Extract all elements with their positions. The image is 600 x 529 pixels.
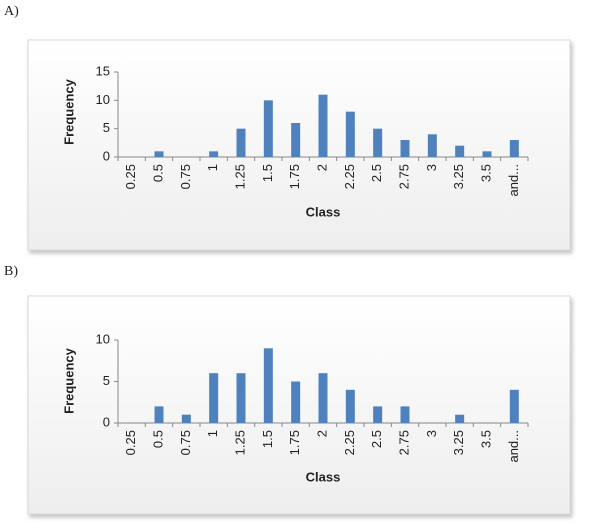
bar bbox=[154, 151, 164, 157]
bar bbox=[345, 389, 355, 423]
y-tick-label: 5 bbox=[103, 373, 110, 388]
panel-label: B) bbox=[4, 264, 18, 279]
y-tick-label: 0 bbox=[103, 414, 110, 429]
bar bbox=[345, 111, 355, 157]
bar bbox=[455, 145, 465, 157]
bar bbox=[291, 381, 301, 423]
y-axis-title: Frequency bbox=[61, 78, 76, 145]
bar bbox=[482, 151, 492, 157]
panel-label: A) bbox=[4, 4, 19, 19]
bar bbox=[263, 100, 273, 157]
y-tick-label: 15 bbox=[96, 63, 110, 78]
x-tick-label: 3.25 bbox=[451, 430, 466, 455]
y-tick-label: 0 bbox=[103, 148, 110, 163]
bar bbox=[427, 134, 437, 157]
x-tick-label: 1.25 bbox=[232, 430, 247, 455]
x-tick-label: 2.75 bbox=[396, 164, 411, 189]
bar bbox=[400, 140, 410, 157]
x-axis-title: Class bbox=[306, 469, 341, 484]
x-tick-label: 1.75 bbox=[287, 164, 302, 189]
x-tick-label: 1.75 bbox=[287, 430, 302, 455]
chart: B) 0 5 10 0.25 0.5 0.75 1 1.25 1.5 1.75 2 2.25 2.5 2.7… bbox=[4, 264, 571, 515]
bar bbox=[209, 151, 219, 157]
y-tick-label: 10 bbox=[96, 331, 110, 346]
bar bbox=[373, 406, 383, 423]
bar bbox=[400, 406, 410, 423]
x-tick-label: 1 bbox=[205, 430, 220, 437]
x-axis-title: Class bbox=[306, 204, 341, 219]
x-tick-label: and... bbox=[506, 164, 521, 197]
x-tick-label: 0.75 bbox=[178, 430, 193, 455]
x-tick-label: 3.5 bbox=[478, 430, 493, 448]
x-tick-label: 1.25 bbox=[232, 164, 247, 189]
y-axis-title: Frequency bbox=[61, 347, 76, 414]
bar bbox=[455, 414, 465, 423]
bar bbox=[509, 140, 519, 157]
x-tick-label: 2 bbox=[314, 430, 329, 437]
y-tick-label: 5 bbox=[103, 120, 110, 135]
x-tick-label: 1 bbox=[205, 164, 220, 171]
bar bbox=[263, 348, 273, 423]
x-tick-label: 0.25 bbox=[123, 430, 138, 455]
x-tick-label: 3 bbox=[424, 164, 439, 171]
bar bbox=[318, 94, 328, 157]
bar bbox=[236, 128, 246, 157]
x-tick-label: 0.5 bbox=[150, 164, 165, 182]
bar bbox=[236, 373, 246, 423]
x-tick-label: 1.5 bbox=[260, 164, 275, 182]
x-tick-label: 3 bbox=[424, 430, 439, 437]
chart: A) 0 5 10 15 0.25 0.5 0.75 1 1.25 1.5 1.75 2 2.25 2.5 2… bbox=[4, 4, 571, 251]
bar bbox=[318, 373, 328, 423]
bar bbox=[154, 406, 164, 423]
x-tick-label: 0.75 bbox=[178, 164, 193, 189]
y-tick-label: 10 bbox=[96, 92, 110, 107]
x-tick-label: 2.75 bbox=[396, 430, 411, 455]
x-tick-label: 0.25 bbox=[123, 164, 138, 189]
x-tick-label: 2 bbox=[314, 164, 329, 171]
x-tick-label: 0.5 bbox=[150, 430, 165, 448]
x-tick-label: 3.5 bbox=[478, 164, 493, 182]
x-tick-label: and... bbox=[506, 430, 521, 463]
bar bbox=[209, 373, 219, 423]
bar bbox=[291, 123, 301, 157]
x-tick-label: 2.5 bbox=[369, 164, 384, 182]
x-tick-label: 1.5 bbox=[260, 430, 275, 448]
x-tick-label: 2.5 bbox=[369, 430, 384, 448]
x-tick-label: 2.25 bbox=[342, 430, 357, 455]
bar bbox=[509, 389, 519, 423]
x-tick-label: 2.25 bbox=[342, 164, 357, 189]
bar bbox=[181, 414, 191, 423]
x-tick-label: 3.25 bbox=[451, 164, 466, 189]
bar bbox=[373, 128, 383, 157]
